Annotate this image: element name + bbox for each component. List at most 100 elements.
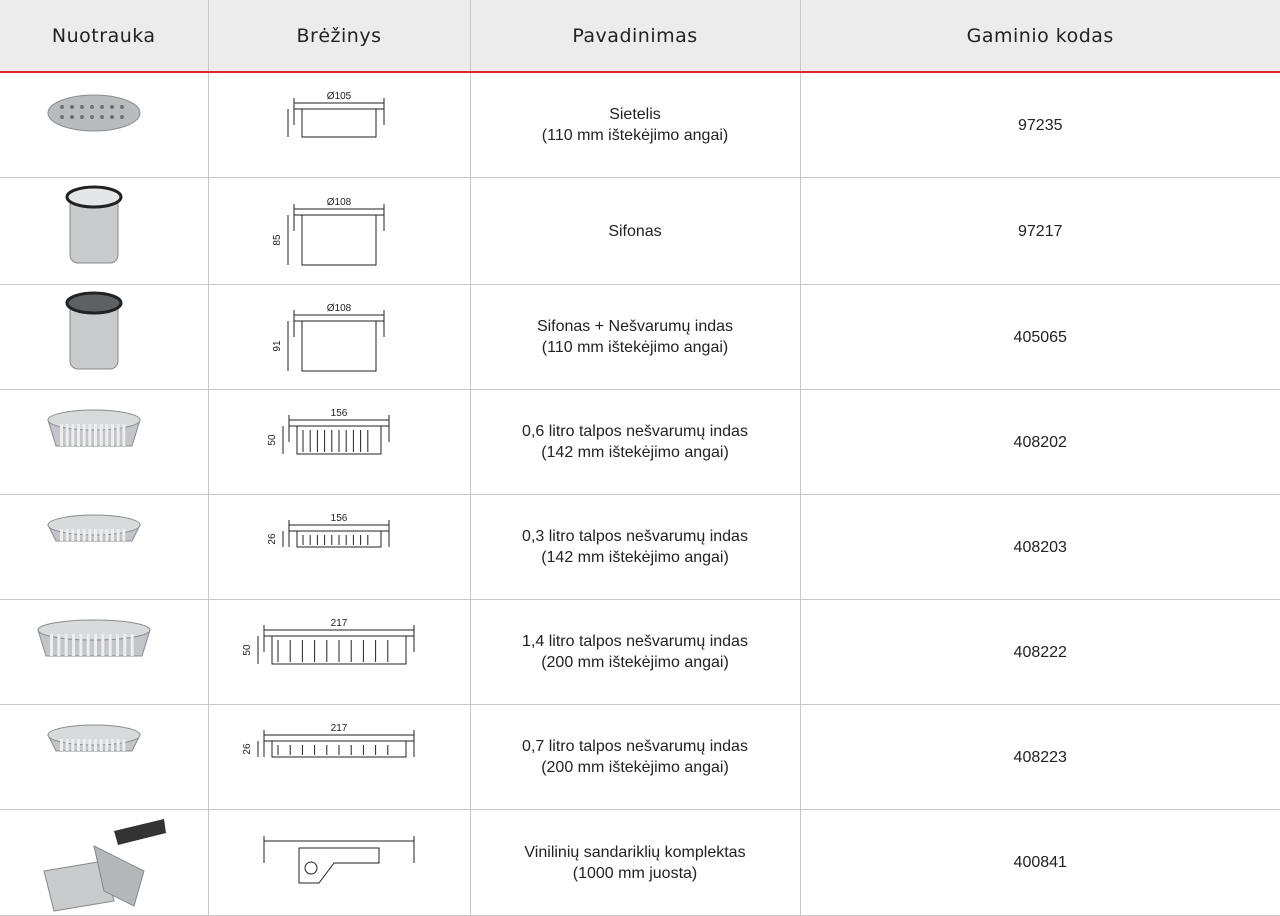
photo-cell	[0, 177, 209, 285]
dimension-label: 50	[242, 644, 253, 656]
header-cell: Brėžinys	[208, 0, 471, 73]
photo-shape	[82, 739, 86, 751]
drawing	[263, 835, 415, 883]
drawing-cell: Ø108 91	[207, 284, 471, 390]
photo-shape	[101, 634, 105, 656]
photo	[65, 291, 123, 370]
photo-shape	[79, 115, 84, 119]
table-head: Nuotrauka Brėžinys Pavadinimas Gaminio k…	[0, 0, 1280, 73]
dimension-label: Ø105	[327, 91, 352, 102]
photo-shape	[69, 105, 74, 109]
photo-shape	[71, 424, 75, 446]
photo	[37, 619, 151, 657]
product-name-line: Sifonas	[608, 222, 662, 240]
photo-shape	[71, 634, 75, 656]
dimension-label: Ø108	[327, 197, 352, 208]
drawing-cell: Ø108 85	[207, 177, 471, 285]
name-cell: Sifonas	[469, 177, 801, 285]
photo-shape	[110, 424, 114, 446]
header-cell: Gaminio kodas	[800, 0, 1280, 73]
dimension-label: 50	[267, 434, 278, 446]
photo-shape	[49, 634, 53, 656]
product-name-line: (1000 mm juosta)	[572, 864, 698, 882]
product-code: 408202	[799, 389, 1280, 495]
photo	[43, 818, 166, 912]
photo-shape	[119, 105, 124, 109]
name-cell: 0,7 litro talpos nešvarumų indas (200 mm …	[469, 704, 801, 810]
photo-shape	[123, 634, 127, 656]
photo-cell	[0, 704, 209, 810]
drawing: 156 26	[267, 513, 390, 548]
photo-shape	[119, 115, 124, 119]
drawing-cell	[207, 809, 471, 916]
photo-shape	[99, 105, 104, 109]
photo-shape	[110, 529, 114, 541]
photo-shape	[116, 424, 120, 446]
drawing-cell: 217 50	[207, 599, 471, 705]
photo-shape	[59, 424, 63, 446]
photo-shape	[59, 529, 63, 541]
photo-shape	[76, 739, 80, 751]
photo-cell	[0, 494, 209, 600]
photo-shape	[89, 115, 94, 119]
product-name-line: Sietelis	[609, 106, 661, 123]
name-cell: 1,4 litro talpos nešvarumų indas (200 mm …	[469, 599, 801, 705]
photo-shape	[79, 634, 83, 656]
product-name-line: 0,3 litro talpos nešvarumų indas	[522, 528, 748, 545]
photo-shape	[71, 739, 75, 751]
photo	[47, 409, 141, 447]
photo-shape	[82, 529, 86, 541]
dimension-label: 217	[331, 723, 348, 734]
product-name-line: Vinilinių sandariklių komplektas	[524, 843, 746, 861]
product-code: 408222	[799, 599, 1280, 705]
photo-shape	[109, 115, 114, 119]
photo-shape	[59, 105, 64, 109]
photo-shape	[108, 634, 112, 656]
photo-shape	[64, 634, 68, 656]
name-cell: 0,6 litro talpos nešvarumų indas (142 mm …	[469, 389, 801, 495]
photo	[47, 94, 141, 132]
photo-shape	[65, 529, 69, 541]
photo-shape	[93, 424, 97, 446]
drawing-body	[301, 108, 377, 138]
photo-shape	[115, 634, 119, 656]
drawing-body	[301, 214, 377, 266]
photo-shape	[57, 634, 61, 656]
product-code: 408203	[799, 494, 1280, 600]
photo-shape	[71, 529, 75, 541]
photo-shape	[99, 424, 103, 446]
table-row: Ø108 91 Sifonas + Nešvarumų indas (110 mm i…	[0, 284, 1280, 390]
product-name-line: (200 mm ištekėjimo angai)	[541, 759, 729, 776]
product-code: 97235	[799, 71, 1280, 178]
dimension-label: 91	[272, 340, 283, 352]
drawing: 217 50	[242, 618, 415, 665]
photo-shape	[113, 818, 166, 845]
photo-shape	[82, 424, 86, 446]
drawing-body	[301, 320, 377, 372]
product-name-line: Sifonas + Nešvarumų indas	[536, 318, 734, 335]
name-cell: 0,3 litro talpos nešvarumų indas (142 mm …	[469, 494, 801, 600]
photo-shape	[130, 634, 134, 656]
table-row: Ø108 85 Sifonas 97217	[0, 177, 1280, 285]
drawing: Ø108 91	[272, 303, 385, 372]
product-code: 97217	[799, 177, 1280, 285]
dimension-label: 156	[331, 513, 348, 524]
photo-cell	[0, 389, 209, 495]
product-code: 408223	[799, 704, 1280, 810]
header-cell: Pavadinimas	[470, 0, 801, 73]
table-row: 156 26 0,3 litro talpos nešvarumų indas (14…	[0, 494, 1280, 600]
name-cell: Sifonas + Nešvarumų indas (110 mm ištekėj…	[469, 284, 801, 390]
photo-shape	[93, 739, 97, 751]
header-cell: Nuotrauka	[0, 0, 209, 73]
product-name-line: 0,7 litro talpos nešvarumų indas	[522, 738, 748, 755]
photo-shape	[59, 115, 64, 119]
table-row: 217 50 1,4 litro talpos nešvarumų indas (20…	[0, 599, 1280, 705]
dimension-label: 85	[272, 234, 283, 246]
dimension-label: 26	[267, 533, 278, 545]
product-code: 400841	[799, 809, 1280, 916]
photo-shape	[105, 739, 109, 751]
photo-shape	[65, 291, 123, 315]
name-cell: Vinilinių sandariklių komplektas (1000 mm…	[469, 809, 801, 916]
photo-cell	[0, 599, 209, 705]
